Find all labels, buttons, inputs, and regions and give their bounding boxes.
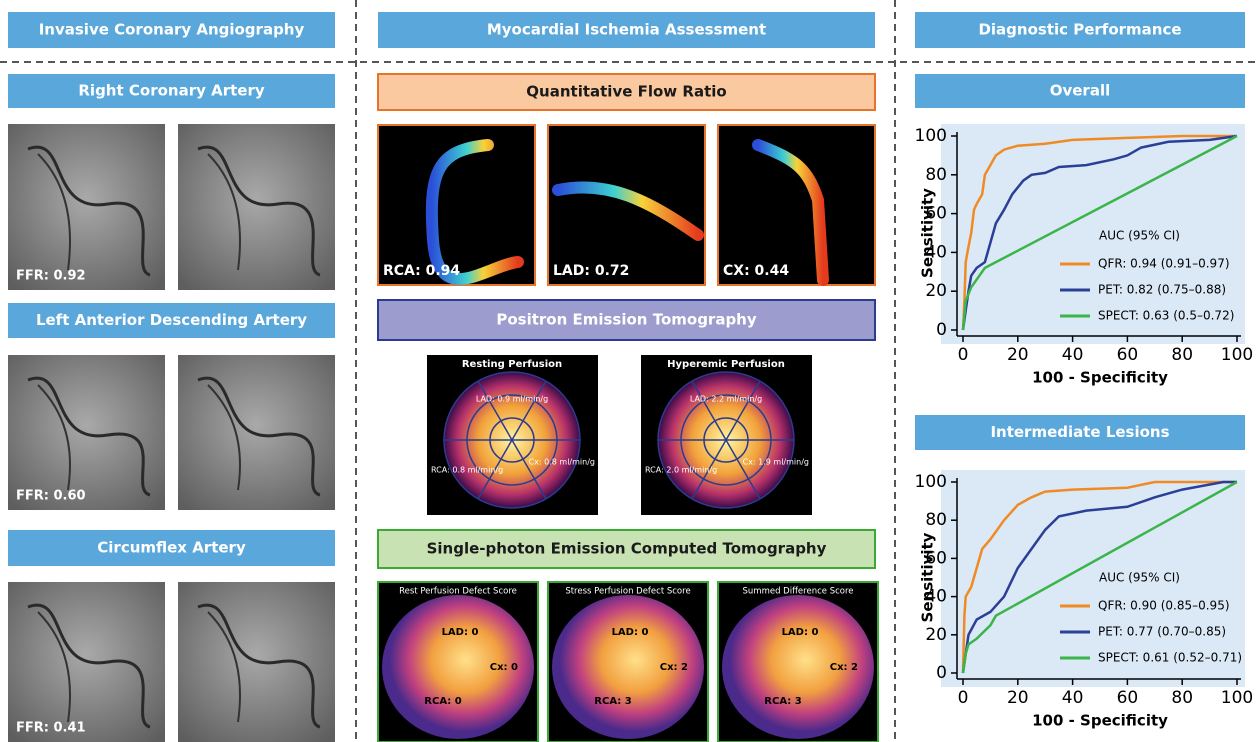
infographic: Invasive Coronary Angiography Myocardial … xyxy=(0,0,1257,742)
x-tick-label: 100 xyxy=(1221,688,1253,708)
x-tick-label: 100 xyxy=(1221,345,1253,365)
spect-cx: Cx: 2 xyxy=(830,662,858,673)
spect-cx: Cx: 0 xyxy=(490,662,518,673)
x-tick-label: 40 xyxy=(1062,688,1084,708)
panel-title: Circumflex Artery xyxy=(97,539,246,557)
spect-lad: LAD: 0 xyxy=(442,627,479,638)
panel-title: Left Anterior Descending Artery xyxy=(36,311,307,329)
pet-lad: LAD: 2.2 ml/min/g xyxy=(690,395,762,404)
y-tick-label: 0 xyxy=(936,663,947,683)
qfr-label: LAD: 0.72 xyxy=(553,263,629,279)
y-axis-label: Sensitivity xyxy=(919,188,937,278)
ffr-label: FFR: 0.92 xyxy=(16,269,86,284)
panel-title: Quantitative Flow Ratio xyxy=(526,83,726,101)
y-axis-label: Sensitivity xyxy=(919,532,937,622)
pet-cx: Cx: 1.9 ml/min/g xyxy=(743,458,809,467)
panel-title: Positron Emission Tomography xyxy=(496,311,757,329)
x-axis-label: 100 - Specificity xyxy=(1032,369,1168,387)
spect-lad: LAD: 0 xyxy=(782,627,819,638)
x-tick-label: 0 xyxy=(958,345,969,365)
qfr-image xyxy=(548,125,705,285)
x-tick-label: 20 xyxy=(1007,345,1029,365)
pet-rca: RCA: 0.8 ml/min/g xyxy=(431,466,503,475)
qfr-label: RCA: 0.94 xyxy=(383,263,460,279)
panel-title: Overall xyxy=(1050,82,1111,100)
panel-title: Intermediate Lesions xyxy=(990,423,1169,441)
pet-lad: LAD: 0.9 ml/min/g xyxy=(476,395,548,404)
x-tick-label: 80 xyxy=(1171,345,1193,365)
legend-label: PET: 0.82 (0.75–0.88) xyxy=(1098,283,1226,297)
panel-title: Myocardial Ischemia Assessment xyxy=(487,21,766,39)
x-tick-label: 40 xyxy=(1062,345,1084,365)
spect-title: Rest Perfusion Defect Score xyxy=(399,587,517,597)
spect-lad: LAD: 0 xyxy=(612,627,649,638)
panel-title: Invasive Coronary Angiography xyxy=(39,21,305,39)
legend-label: QFR: 0.90 (0.85–0.95) xyxy=(1098,599,1230,613)
y-tick-label: 100 xyxy=(915,126,947,146)
y-tick-label: 80 xyxy=(925,510,947,530)
pet-title: Resting Perfusion xyxy=(462,359,562,370)
legend-label: QFR: 0.94 (0.91–0.97) xyxy=(1098,257,1230,271)
ffr-label: FFR: 0.41 xyxy=(16,721,86,736)
spect-rca: RCA: 0 xyxy=(424,696,461,707)
x-tick-label: 60 xyxy=(1117,688,1139,708)
spect-title: Summed Difference Score xyxy=(743,587,854,597)
legend-title: AUC (95% CI) xyxy=(1099,229,1180,243)
y-tick-label: 100 xyxy=(915,472,947,492)
x-axis-label: 100 - Specificity xyxy=(1032,712,1168,730)
spect-cx: Cx: 2 xyxy=(660,662,688,673)
panel-title: Single-photon Emission Computed Tomograp… xyxy=(427,540,827,558)
qfr-label: CX: 0.44 xyxy=(723,263,789,279)
pet-title: Hyperemic Perfusion xyxy=(667,359,785,370)
y-tick-label: 0 xyxy=(936,320,947,340)
qfr-image xyxy=(718,125,875,285)
legend-label: SPECT: 0.63 (0.5–0.72) xyxy=(1098,309,1234,323)
panel-title: Diagnostic Performance xyxy=(978,21,1181,39)
legend-label: SPECT: 0.61 (0.52–0.71) xyxy=(1098,651,1242,665)
y-tick-label: 80 xyxy=(925,165,947,185)
y-tick-label: 20 xyxy=(925,281,947,301)
ffr-label: FFR: 0.60 xyxy=(16,489,86,504)
panel-title: Right Coronary Artery xyxy=(78,82,264,100)
page: Invasive Coronary Angiography Myocardial … xyxy=(0,0,1257,742)
x-tick-label: 80 xyxy=(1171,688,1193,708)
x-tick-label: 0 xyxy=(958,688,969,708)
legend-title: AUC (95% CI) xyxy=(1099,571,1180,585)
pet-rca: RCA: 2.0 ml/min/g xyxy=(645,466,717,475)
pet-cx: Cx: 0.8 ml/min/g xyxy=(529,458,595,467)
spect-rca: RCA: 3 xyxy=(764,696,801,707)
x-tick-label: 20 xyxy=(1007,688,1029,708)
y-tick-label: 20 xyxy=(925,625,947,645)
x-tick-label: 60 xyxy=(1117,345,1139,365)
legend-label: PET: 0.77 (0.70–0.85) xyxy=(1098,625,1226,639)
spect-title: Stress Perfusion Defect Score xyxy=(565,587,690,597)
spect-rca: RCA: 3 xyxy=(594,696,631,707)
